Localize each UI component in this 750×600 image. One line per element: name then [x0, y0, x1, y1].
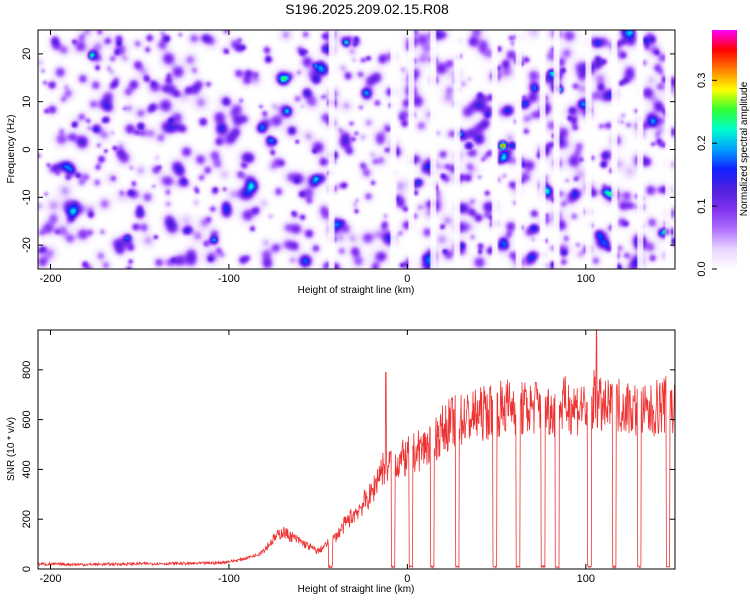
colorbar-tick-label: 0.3 — [696, 73, 708, 88]
spectrogram-x-tick-label: -100 — [218, 273, 240, 285]
snr-y-tick-label: 800 — [21, 361, 33, 379]
colorbar-label: Normalized spectral amplitude — [739, 81, 750, 216]
spectrogram-x-ticks: -200 -100 0 100 — [39, 30, 595, 285]
spectrogram-x-tick-label: 100 — [577, 273, 595, 285]
spectrogram-x-tick-label: 0 — [404, 273, 410, 285]
snr-x-tick-label: -100 — [218, 573, 240, 585]
snr-x-tick-label: 0 — [404, 573, 410, 585]
colorbar-ticks: 0.0 0.1 0.2 0.3 — [696, 73, 717, 277]
spectrogram-y-tick-label: 0 — [21, 146, 33, 152]
spectrogram-y-tick-label: 20 — [21, 48, 33, 60]
snr-y-tick-label: 600 — [21, 410, 33, 428]
snr-frame — [37, 329, 676, 570]
snr-y-tick-label: 0 — [21, 566, 33, 572]
colorbar-tick-label: 0.0 — [696, 261, 708, 276]
spectrogram-y-ticks: -20 -10 0 10 20 — [21, 48, 675, 253]
snr-x-tick-label: -200 — [39, 573, 61, 585]
colorbar-gradient — [712, 30, 737, 269]
snr-x-tick-label: 100 — [577, 573, 595, 585]
snr-y-axis-label: SNR (10 * v/v) — [6, 417, 17, 481]
colorbar-tick-label: 0.2 — [696, 136, 708, 151]
spectrogram-y-tick-label: 10 — [21, 96, 33, 108]
spectrogram-x-tick-label: -200 — [39, 273, 61, 285]
spectrogram-y-tick-label: -10 — [21, 189, 33, 205]
snr-x-ticks: -200 -100 0 100 — [39, 330, 595, 585]
snr-series-line — [37, 329, 676, 569]
colorbar-tick-label: 0.1 — [696, 198, 708, 213]
snr-y-ticks: 0 200 400 600 800 — [21, 361, 675, 572]
spectrogram-image — [38, 30, 675, 269]
colorbar: 0.0 0.1 0.2 0.3 Normalized spectral amplitu… — [696, 30, 750, 277]
snr-y-tick-label: 200 — [21, 510, 33, 528]
snr-x-axis-label: Height of straight line (km) — [298, 584, 415, 595]
spectrogram-x-axis-label: Height of straight line (km) — [298, 285, 415, 296]
figure-title: S196.2025.209.02.15.R08 — [285, 1, 449, 17]
spectrogram-y-axis-label: Frequency (Hz) — [6, 115, 17, 184]
spectrogram-y-tick-label: -20 — [21, 237, 33, 253]
snr-y-tick-label: 400 — [21, 460, 33, 478]
snr-panel: -200 -100 0 100 0 200 400 600 800 Height of str… — [6, 329, 676, 595]
